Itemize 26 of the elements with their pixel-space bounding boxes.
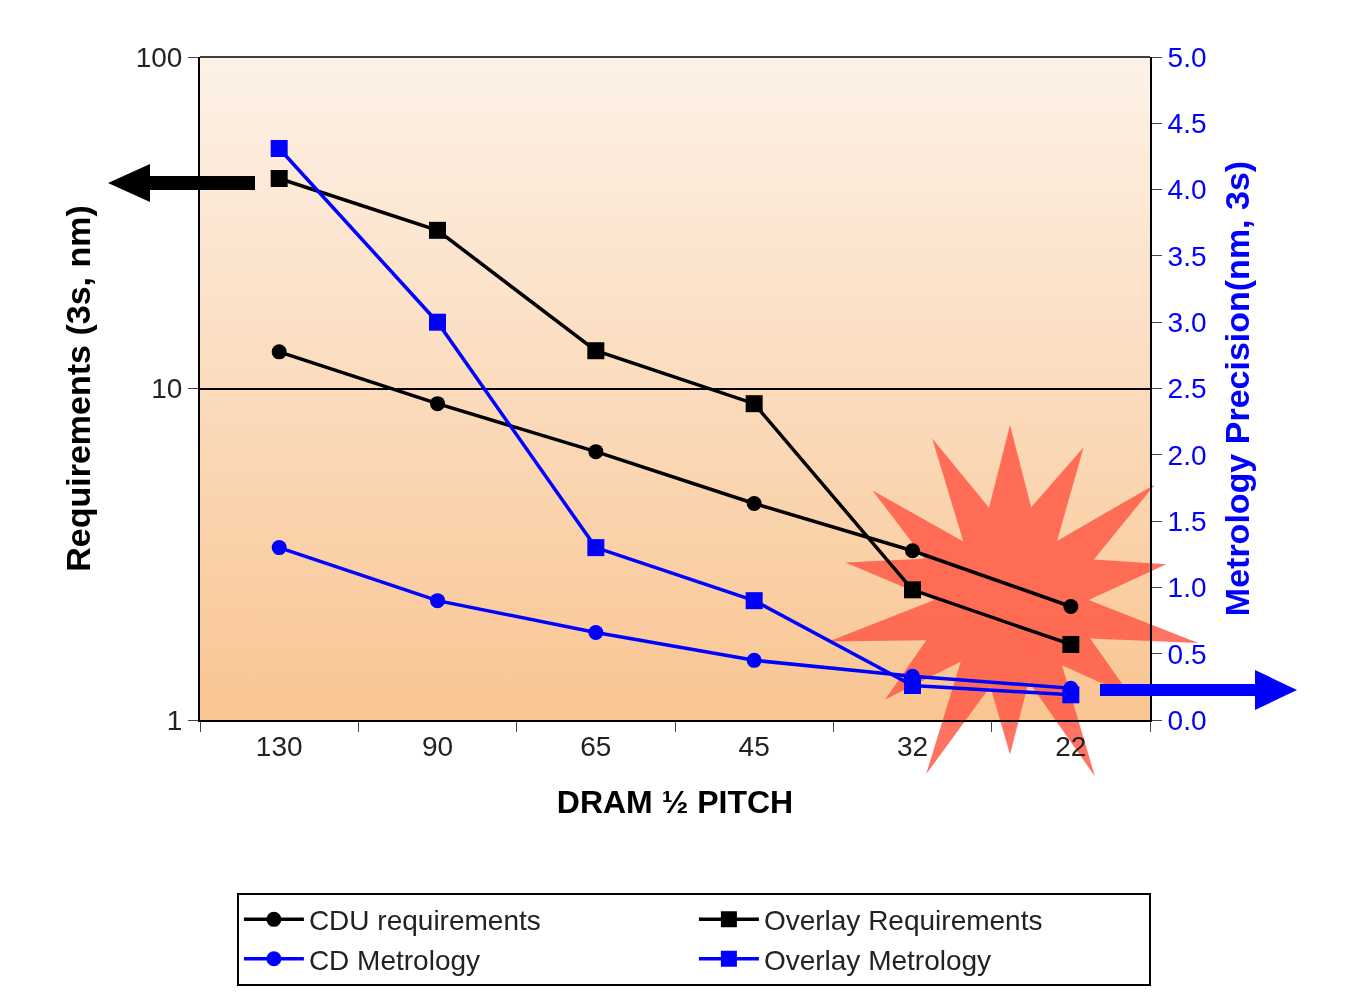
y2-tick-label: 1.5 xyxy=(1167,505,1207,537)
y-tick-label: 10 xyxy=(151,373,183,405)
y2-tick-label: 2.5 xyxy=(1167,373,1207,405)
y2-tick-label: 3.0 xyxy=(1167,307,1207,338)
y-tick-label: 1 xyxy=(166,704,183,736)
y2-tick-label: 3.5 xyxy=(1167,240,1207,272)
y2-axis-title: Metrology Precision(nm, 3s) xyxy=(1218,160,1257,617)
y2-tick-label: 0.0 xyxy=(1167,704,1207,736)
x-tick-label: 90 xyxy=(421,730,454,762)
legend-label: Overlay Metrology xyxy=(763,944,992,976)
x-tick-label: 32 xyxy=(896,730,929,762)
y-tick-label: 100 xyxy=(135,41,183,73)
y2-tick-label: 1.0 xyxy=(1167,572,1207,604)
x-tick-label: 45 xyxy=(738,730,770,762)
y2-tick-label: 0.5 xyxy=(1167,638,1207,670)
y2-tick-label: 2.0 xyxy=(1167,439,1207,471)
legend-label: CDU requirements xyxy=(308,905,541,937)
x-tick-label: 130 xyxy=(255,730,303,762)
legend-label: CD Metrology xyxy=(308,944,481,976)
x-tick-label: 65 xyxy=(580,730,612,762)
x-axis-title: DRAM ½ PITCH xyxy=(556,784,794,820)
y2-tick-label: 4.0 xyxy=(1167,174,1207,206)
y2-tick-label: 4.5 xyxy=(1167,108,1207,140)
legend-label: Overlay Requirements xyxy=(763,905,1043,937)
y2-tick-label: 5.0 xyxy=(1167,41,1207,73)
y-axis-title: Requirements (3s, nm) xyxy=(58,205,97,572)
